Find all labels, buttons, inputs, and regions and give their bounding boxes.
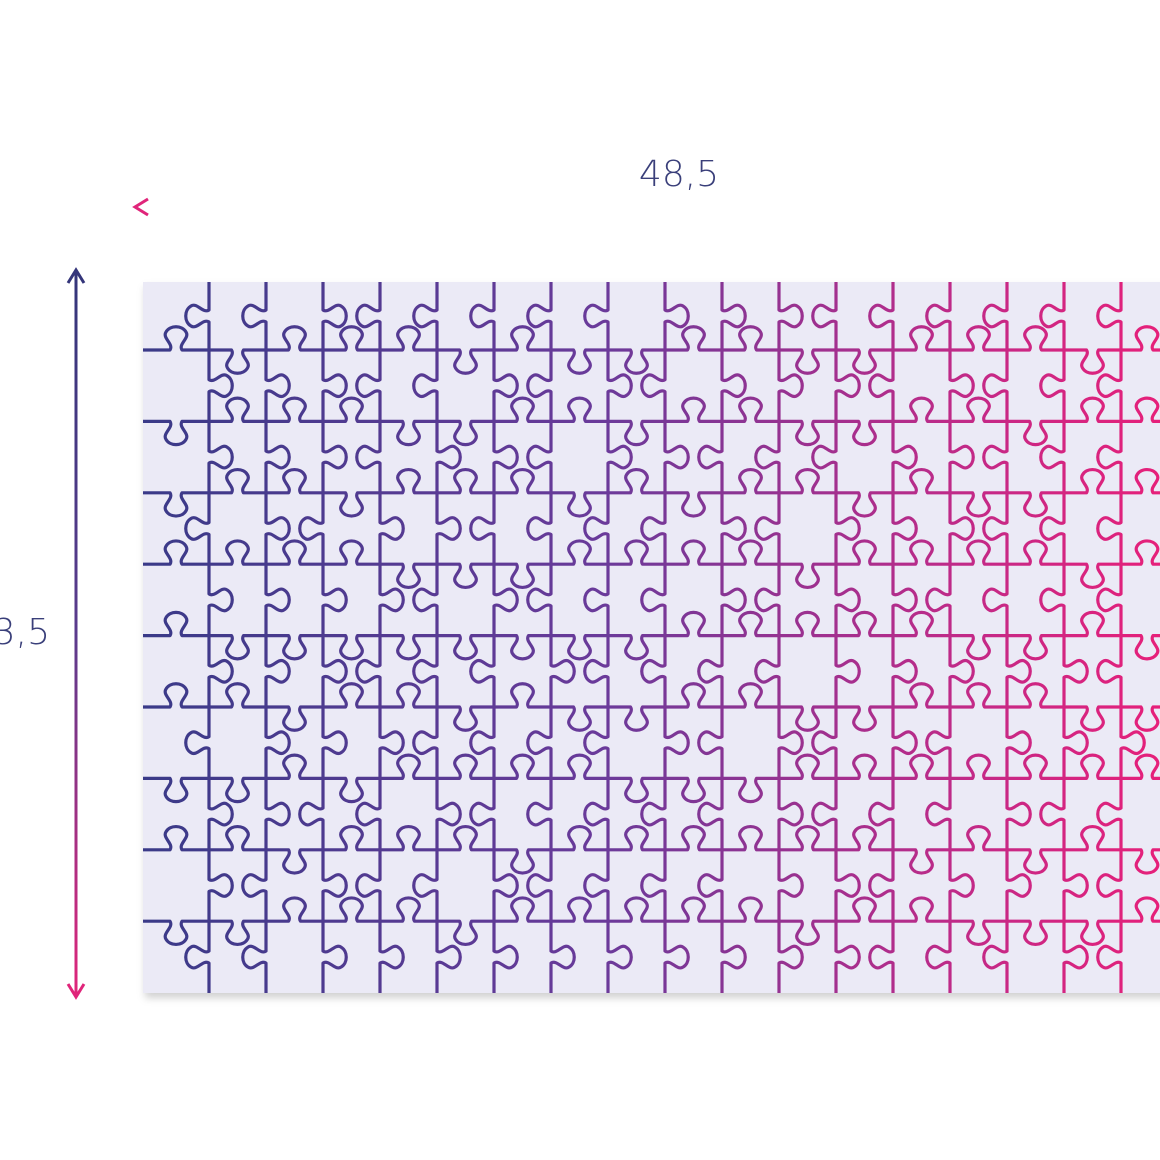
- cut-line: [241, 282, 291, 993]
- height-arrow: [74, 272, 78, 996]
- cut-line: [526, 282, 576, 993]
- cut-line: [697, 282, 747, 993]
- cut-line: [925, 282, 975, 993]
- cut-line: [1039, 282, 1089, 993]
- cut-line: [1096, 282, 1146, 993]
- cut-line: [583, 282, 633, 993]
- cut-line: [298, 282, 348, 993]
- cut-line: [469, 282, 519, 993]
- height-arrow-head-top: [66, 267, 86, 284]
- cut-line: [640, 282, 690, 993]
- cut-line: [982, 282, 1032, 993]
- cut-line: [811, 282, 861, 993]
- height-label: 3,5: [0, 612, 50, 653]
- puzzle-cuts: [143, 282, 1160, 993]
- cut-line: [868, 282, 918, 993]
- cut-line: [184, 282, 234, 993]
- height-arrow-head-bottom: [66, 983, 86, 1000]
- width-label: 48,5: [639, 154, 719, 195]
- cut-line: [355, 282, 405, 993]
- width-arrow-head: [132, 197, 149, 217]
- cut-line: [412, 282, 462, 993]
- cut-line: [754, 282, 804, 993]
